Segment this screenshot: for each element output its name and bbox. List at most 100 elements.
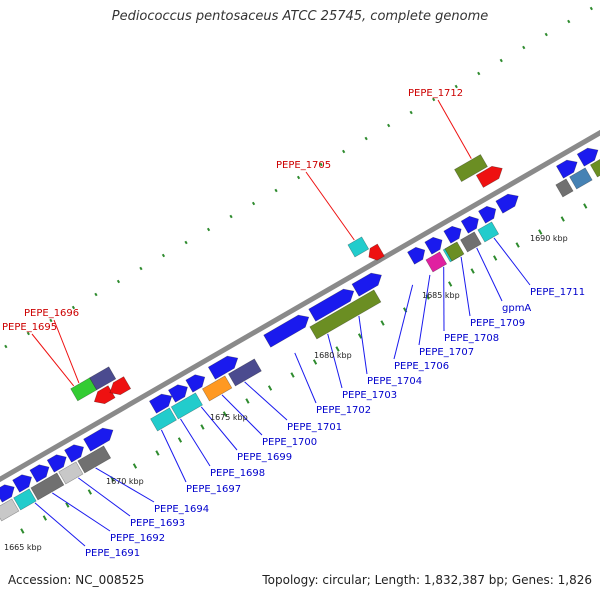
scale-tick-mark [245,398,250,404]
scale-tick-mark [409,110,413,115]
gene-label-pepe_1704: PEPE_1704 [367,376,422,387]
scale-tick-mark [583,203,588,209]
gene-arrow-blue-19 [555,159,578,179]
scale-tick-mark [335,346,340,352]
label-leader-line [53,319,80,384]
scale-label-1690-kbp: 1690 kbp [530,234,568,243]
gene-label-pepe_1693: PEPE_1693 [130,518,185,529]
gene-box-lane2-2 [30,472,65,501]
scale-tick-mark [87,489,92,495]
scale-tick-mark [380,320,385,326]
scale-tick-mark [357,333,363,339]
scale-label-1685-kbp: 1685 kbp [422,291,460,300]
gene-box-lane2-4 [77,445,112,474]
gene-box-lane2-1 [13,488,37,511]
scale-tick-mark [65,502,70,508]
gene-arrow-blue-10 [263,314,310,348]
gene-above-4 [347,236,370,258]
gene-box-lane2-6 [170,392,203,420]
scale-tick-mark [116,279,121,284]
label-leader-line [493,237,531,286]
gene-label-pepe_1703: PEPE_1703 [342,390,397,401]
scale-tick-mark [522,45,526,50]
scale-label-1665-kbp: 1665 kbp [4,543,42,552]
scale-tick-mark [200,424,205,430]
label-leader-line [200,406,238,451]
gene-box-lane2-14 [477,221,500,243]
scale-tick-mark [139,266,143,271]
gene-arrow-blue-15 [443,225,462,244]
label-leader-line [95,467,155,503]
gene-arrow-blue-9 [207,355,239,380]
gene-box-lane2-7 [201,375,233,402]
label-leader-line [34,502,86,547]
scale-tick-mark [470,268,475,274]
scale-tick-mark [132,463,138,469]
scale-tick-mark [493,255,498,261]
scale-tick-mark [454,84,458,89]
tick-labels-layer: 1665 kbp 1670 kbp 1675 kbp 1680 kbp 1685 kbp… [4,234,568,552]
scale-tick-mark [589,6,593,11]
scale-tick-mark [184,240,188,245]
accession-text: Accession: NC_008525 [8,573,145,587]
scale-tick-mark [229,214,233,219]
label-leader-line [460,256,471,317]
gene-arrow-blue-5 [83,427,114,452]
gene-label-pepe_1705: PEPE_1705 [276,160,331,171]
gene-box-lane2-12 [444,241,465,262]
scale-tick-mark [290,372,295,378]
scale-tick-mark [267,385,273,391]
gene-label-pepe_1706: PEPE_1706 [394,361,449,372]
scale-tick-mark [432,97,436,102]
gene-label-pepe_1709: PEPE_1709 [470,318,525,329]
gene-label-pepe_1712: PEPE_1712 [408,88,463,99]
label-leader-line [160,429,187,483]
label-leader-line [476,247,503,302]
gene-box-lane2-9 [309,289,382,340]
gene-arrow-blue-11 [308,288,355,322]
gene-label-pepe_1694: PEPE_1694 [154,504,209,515]
gene-above-2 [93,385,116,405]
label-leader-line [244,381,288,421]
gene-label-pepe_1701: PEPE_1701 [287,422,342,433]
scale-label-1680-kbp: 1680 kbp [314,351,352,360]
scale-tick-mark [4,344,8,349]
scale-label-1675-kbp: 1675 kbp [210,413,248,422]
gene-arrow-blue-8 [185,374,206,393]
scale-tick-mark [342,149,346,154]
gene-arrow-blue-1 [12,474,32,493]
gene-above-6 [454,154,488,183]
gene-box-lane2-17 [589,159,600,178]
gene-box-lane2-13 [460,231,482,253]
gene-arrow-blue-14 [424,236,443,255]
scale-tick-mark [71,305,76,310]
scale-tick-mark [20,528,25,534]
scale-tick-mark [319,162,323,167]
gene-arrow-blue-18 [495,193,519,214]
label-leader-line [393,284,414,360]
gene-above-3 [109,376,132,396]
gene-label-pepe_1692: PEPE_1692 [110,533,165,544]
scale-tick-mark [155,450,160,456]
label-leader-line [52,492,111,532]
gene-label-pepe_1696: PEPE_1696 [24,308,79,319]
gene-label-pepe_1702: PEPE_1702 [316,405,371,416]
scale-tick-mark [560,216,565,222]
label-leader-line [305,171,355,241]
gene-arrow-blue-4 [64,444,84,463]
scale-tick-mark [251,201,256,206]
backbone-layer [0,129,600,483]
label-leader-line [327,333,343,389]
gene-label-pepe_1707: PEPE_1707 [419,347,474,358]
scale-tick-mark [364,136,368,141]
gene-above-1 [89,366,117,391]
scale-label-1670-kbp: 1670 kbp [106,477,144,486]
gene-label-pepe_1699: PEPE_1699 [237,452,292,463]
gene-label-pepe_1695: PEPE_1695 [2,322,57,333]
label-leaders-layer [31,99,531,547]
gene-box-lane2-3 [58,461,84,485]
scale-tick-mark [177,437,183,443]
scale-tick-mark [499,58,503,63]
gene-label-pepe_1697: PEPE_1697 [186,484,241,495]
